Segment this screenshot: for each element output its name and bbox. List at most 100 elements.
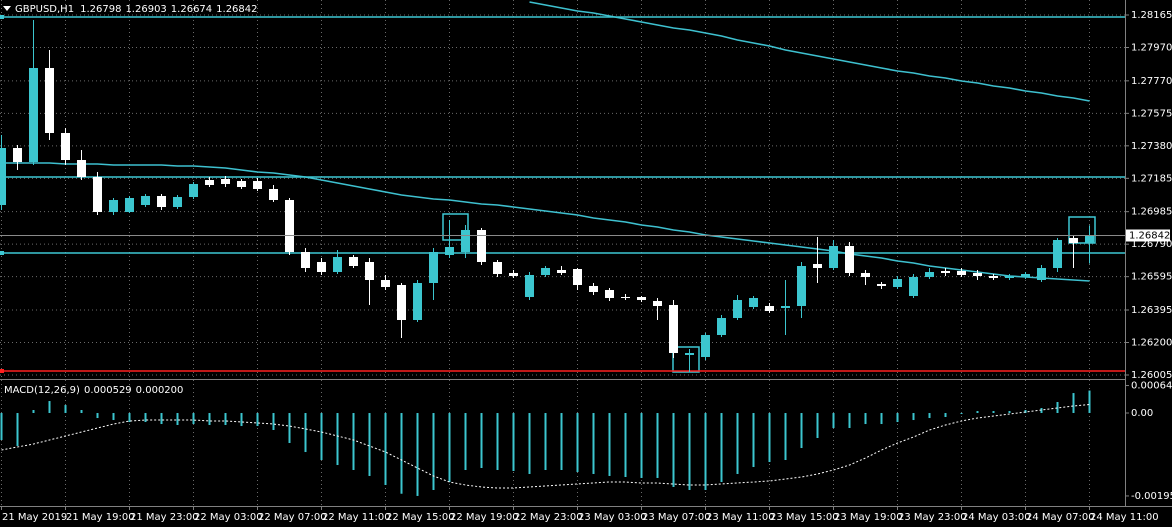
candle-body [973, 273, 982, 276]
candle-body [1005, 276, 1014, 278]
signal-value: 0.000200 [136, 385, 184, 396]
last-high: 1.26903 [125, 4, 166, 15]
candle-body [205, 180, 214, 185]
candle-body [333, 257, 342, 272]
moving-average [1, 162, 1090, 282]
candle-body [541, 268, 550, 275]
y-tick-label: 1.27380 [1131, 141, 1172, 152]
candle-body [989, 276, 998, 278]
candle-body [1053, 240, 1062, 268]
candle-body [45, 68, 54, 133]
candle-body [317, 262, 326, 272]
last-open: 1.26798 [80, 4, 121, 15]
line-anchor [0, 15, 4, 19]
candle-body [157, 196, 166, 207]
candle-body [61, 133, 70, 160]
candle-body [237, 181, 246, 187]
candle-body [189, 184, 198, 197]
candle-body [0, 148, 6, 205]
line-anchor [0, 369, 4, 373]
y-tick-label: 1.27575 [1131, 108, 1172, 119]
x-tick-label: 24 May 03:00 [962, 512, 1031, 523]
candle-body [893, 279, 902, 287]
candle-body [365, 262, 374, 280]
candle-body [765, 306, 774, 311]
y-tick-label: -0.001952 [1131, 491, 1172, 502]
candle-body [397, 285, 406, 320]
candle-body [941, 271, 950, 273]
y-tick-label: 1.27970 [1131, 43, 1172, 54]
candle-body [285, 200, 294, 252]
y-tick-label: 0.00 [1131, 408, 1153, 419]
x-tick-label: 21 May 2019 [2, 512, 67, 523]
x-tick-label: 22 May 15:00 [386, 512, 455, 523]
candle-body [829, 246, 838, 268]
x-tick-label: 23 May 15:00 [770, 512, 839, 523]
x-tick-label: 23 May 07:00 [642, 512, 711, 523]
candle-body [1037, 268, 1046, 280]
signal-line [1, 404, 1090, 489]
x-tick-label: 22 May 19:00 [450, 512, 519, 523]
candle-body [125, 198, 134, 212]
candle-body [477, 230, 486, 262]
candle-body [813, 264, 822, 268]
last-close: 1.26842 [216, 4, 257, 15]
candle-body [861, 273, 870, 277]
candle-body [445, 247, 454, 255]
y-tick-label: 1.28165 [1131, 10, 1172, 21]
candle-body [29, 68, 38, 162]
candle-body [605, 290, 614, 298]
candle-body [749, 298, 758, 307]
y-tick-label: 1.27185 [1131, 173, 1172, 184]
x-tick-label: 22 May 11:00 [322, 512, 391, 523]
candle-body [77, 160, 86, 177]
candle-body [429, 252, 438, 283]
candle-body [509, 273, 518, 276]
x-tick-label: 22 May 07:00 [258, 512, 327, 523]
candle-body [173, 197, 182, 207]
candle-body [141, 196, 150, 205]
x-tick-label: 23 May 11:00 [706, 512, 775, 523]
y-tick-label: 1.26005 [1131, 370, 1172, 381]
candle-body [557, 270, 566, 273]
candle-body [685, 353, 694, 355]
candle-body [1069, 238, 1078, 243]
x-tick-label: 23 May 23:00 [898, 512, 967, 523]
y-tick-label: 1.26200 [1131, 338, 1172, 349]
chart-header: GBPUSD,H1 1.26798 1.26903 1.26674 1.26842 [15, 4, 258, 15]
highlight-box [442, 213, 469, 241]
candle-body [621, 297, 630, 298]
candle-body [957, 271, 966, 275]
candle-body [797, 266, 806, 306]
y-tick-label: 1.26595 [1131, 272, 1172, 283]
candle-body [301, 252, 310, 268]
candle-body [669, 305, 678, 353]
y-tick-label: 1.26985 [1131, 207, 1172, 218]
x-tick-label: 24 May 11:00 [1090, 512, 1159, 523]
menu-icon[interactable] [3, 6, 11, 11]
highlight-box [672, 346, 700, 373]
moving-average [529, 1, 1090, 102]
candle-body [413, 283, 422, 320]
highlight-box [1068, 216, 1096, 244]
candle-body [637, 297, 646, 300]
candle-body [877, 284, 886, 286]
price-tag [1126, 229, 1170, 242]
candle-body [269, 189, 278, 200]
price-tag-label: 1.26842 [1129, 231, 1170, 242]
x-tick-label: 21 May 19:00 [66, 512, 135, 523]
candle-body [589, 286, 598, 292]
x-tick-label: 22 May 23:00 [514, 512, 583, 523]
candle-body [781, 306, 790, 308]
candle-body [253, 181, 262, 189]
x-tick-label: 22 May 03:00 [194, 512, 263, 523]
candle-body [109, 200, 118, 212]
candle-body [93, 177, 102, 212]
last-low: 1.26674 [171, 4, 212, 15]
candle-body [909, 277, 918, 296]
x-tick-label: 21 May 23:00 [130, 512, 199, 523]
candle-body [493, 262, 502, 274]
x-tick-label: 23 May 03:00 [578, 512, 647, 523]
candle-body [381, 280, 390, 287]
